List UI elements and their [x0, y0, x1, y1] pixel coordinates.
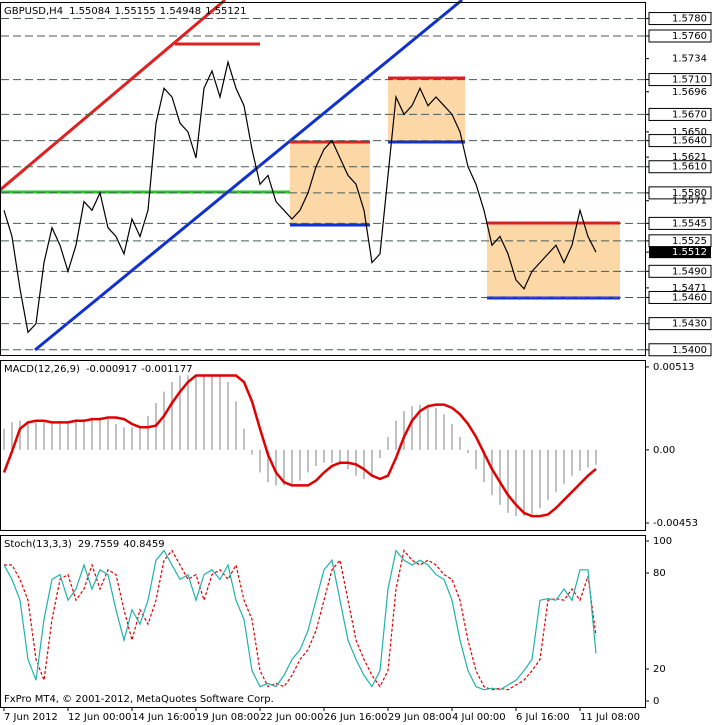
- y-tick-label: 1.5610: [672, 162, 707, 173]
- y-tick-label: 1.5760: [672, 31, 707, 42]
- x-tick-label: 12 Jun 00:00: [68, 712, 132, 723]
- reading: 1.55155: [114, 6, 155, 17]
- panel-title: Stoch(13,3,3): [4, 539, 72, 550]
- trend-line: [0, 0, 226, 192]
- y-tick-label: 20: [653, 664, 666, 675]
- y-tick-label: 1.5571: [672, 196, 707, 207]
- tick-box: [648, 29, 712, 43]
- y-tick-label: 1.5650: [672, 127, 707, 138]
- tick-box: [648, 216, 712, 230]
- range-box: [388, 78, 465, 142]
- y-tick-label: 0: [653, 696, 659, 707]
- y-tick-label: 0.00: [653, 445, 675, 456]
- x-tick-label: 14 Jun 16:00: [132, 712, 196, 723]
- tick-box: [648, 12, 712, 26]
- y-tick-label: 1.5430: [672, 319, 707, 330]
- x-tick-label: 11 Jul 08:00: [580, 712, 640, 723]
- range-box: [487, 223, 620, 298]
- y-tick-label: 1.5545: [672, 218, 707, 229]
- panel-border: [0, 2, 646, 356]
- y-tick-label: 100: [653, 536, 672, 547]
- y-tick-label: 1.5490: [672, 266, 707, 277]
- y-tick-label: 1.5621: [672, 152, 707, 163]
- reading: 1.55121: [205, 6, 246, 17]
- tick-box: [648, 107, 712, 121]
- y-tick-label: 1.5400: [672, 345, 707, 356]
- tick-box: [648, 317, 712, 331]
- x-tick-label: 26 Jun 16:00: [324, 712, 388, 723]
- reading: -0.000917: [86, 364, 137, 375]
- current-price-box: [649, 246, 711, 259]
- tick-box: [648, 73, 712, 87]
- y-tick-label: 1.5471: [672, 283, 707, 294]
- x-tick-label: 19 Jun 08:00: [196, 712, 260, 723]
- drawings: [0, 0, 620, 352]
- tick-box: [648, 343, 712, 357]
- price-line: [3, 59, 597, 334]
- x-tick-label: 6 Jul 16:00: [516, 712, 570, 723]
- panel-title: GBPUSD,H4: [4, 6, 63, 17]
- y-tick-label: 1.5734: [672, 54, 707, 65]
- tick-box: [648, 290, 712, 304]
- x-tick-label: 22 Jun 00:00: [260, 712, 324, 723]
- tick-box: [648, 264, 712, 278]
- tick-box: [648, 186, 712, 200]
- panel-title: MACD(12,26,9): [4, 364, 80, 375]
- tick-box: [648, 134, 712, 148]
- y-tick-label: 1.5460: [672, 292, 707, 303]
- reading: 40.8459: [123, 539, 164, 550]
- y-tick-label: 1.5670: [672, 109, 707, 120]
- stoch-main: [3, 549, 597, 691]
- y-tick-label: 1.5580: [672, 188, 707, 199]
- y-tick-label: 1.5710: [672, 75, 707, 86]
- reading: 29.7559: [78, 539, 119, 550]
- y-tick-label: 1.5512: [672, 247, 707, 258]
- y-tick-label: 1.5640: [672, 136, 707, 147]
- panel-border: [0, 535, 646, 708]
- tick-box: [648, 160, 712, 174]
- x-tick-label: 7 Jun 2012: [4, 712, 58, 723]
- plots: [1, 18, 645, 691]
- reading: -0.001177: [141, 364, 192, 375]
- reading: 1.55084: [69, 6, 110, 17]
- y-tick-label: 80: [653, 568, 666, 579]
- y-tick-label: 1.5696: [672, 87, 707, 98]
- reading: 1.54948: [160, 6, 201, 17]
- copyright: FxPro MT4, © 2001-2012, MetaQuotes Softw…: [4, 694, 274, 705]
- x-tick-label: 29 Jun 08:00: [388, 712, 452, 723]
- signal-line: [2, 374, 597, 518]
- y-tick-label: 1.5525: [672, 236, 707, 247]
- range-box: [290, 142, 370, 225]
- y-tick-label: 1.5780: [672, 14, 707, 25]
- y-tick-label: -0.00453: [653, 518, 698, 529]
- trend-line: [34, 0, 463, 352]
- y-tick-label: 0.00513: [653, 362, 694, 373]
- x-tick-label: 4 Jul 00:00: [452, 712, 506, 723]
- panel-border: [0, 360, 646, 531]
